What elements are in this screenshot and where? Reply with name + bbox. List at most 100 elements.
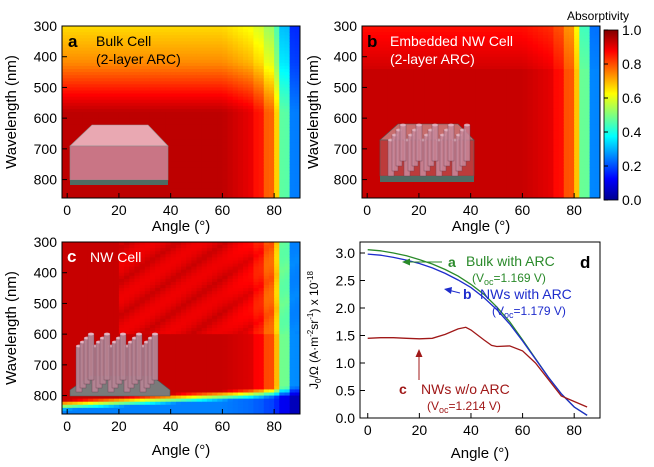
y-tick-label: 300 [334, 18, 358, 34]
bulk-cell-illustration-a [69, 124, 169, 185]
y-tick-label: 500 [334, 79, 358, 95]
x-tick-label: 0 [63, 202, 71, 218]
colorbar-ticks: 1.0 0.8 0.6 0.4 0.2 0.0 [604, 22, 642, 208]
axes-b: 0 20 40 60 80 300 400 500 600 700 800 [334, 18, 582, 218]
x-tick-label: 0 [364, 422, 372, 438]
x-tick-label: 60 [215, 202, 231, 218]
nanowire-top [464, 123, 470, 127]
colorbar: Absorptivity 1.0 0.8 0.6 0.4 0.2 0.0 [567, 9, 642, 208]
x-axis-label-b: Angle (°) [452, 218, 511, 235]
nanowire [431, 124, 439, 162]
nw-illustration-c [69, 332, 171, 397]
annotation-b: b NWs with ARC (Voc=1.179 V) [444, 286, 572, 320]
nanowire [399, 124, 407, 162]
y-tick-label: 400 [334, 49, 358, 65]
nanowire [119, 333, 127, 381]
panel-a: a Bulk Cell (2-layer ARC) 0 20 40 60 80 300 40… [3, 18, 301, 235]
axes-frame-b [361, 25, 601, 199]
nanowire-top [120, 332, 126, 336]
nanowire-top [88, 332, 94, 336]
y-tick-label: 2.0 [336, 300, 356, 316]
nanowire-top [416, 123, 422, 127]
series-name-b: NWs with ARC [480, 286, 572, 302]
y-tick-label: 1.0 [336, 355, 356, 371]
y-axis-label-b: Wavelength (nm) [305, 55, 322, 169]
x-axis-label-a: Angle (°) [152, 218, 211, 235]
series-tag-a: a [448, 254, 456, 270]
panel-label-d: d [580, 253, 590, 272]
x-tick-label: 0 [363, 202, 371, 218]
panel-c: c NW Cell 0 20 40 60 80 300 400 500 600 700 800 An… [3, 234, 301, 459]
x-tick-label: 80 [266, 202, 282, 218]
x-tick-label: 60 [215, 418, 231, 434]
axes-frame-a [61, 25, 301, 199]
y-tick-label: 0.5 [336, 383, 356, 399]
y-tick-label: 600 [34, 110, 58, 126]
panel-d: 0 20 40 60 80 0.0 0.5 1.0 1.5 2.0 2.5 3.0 d a Bulk … [306, 241, 601, 462]
x-tick-label: 40 [463, 202, 479, 218]
y-tick-label: 500 [34, 79, 58, 95]
panel-title-c: NW Cell [90, 249, 141, 265]
y-tick-label: 600 [34, 326, 58, 342]
embedded-nw-illustration-b [379, 123, 475, 182]
x-tick-label: 40 [163, 418, 179, 434]
y-tick-label: 600 [334, 110, 358, 126]
y-tick-label: 400 [34, 49, 58, 65]
x-tick-label: 80 [566, 422, 582, 438]
y-tick-label: 2.5 [336, 273, 356, 289]
series-name-c: NWs w/o ARC [421, 381, 510, 397]
series-name-a: Bulk with ARC [466, 253, 555, 269]
y-tick-label: 3.0 [336, 245, 356, 261]
colorbar-tick-label: 1.0 [622, 22, 642, 38]
x-tick-label: 20 [111, 202, 127, 218]
nanowire [463, 124, 471, 162]
x-axis-label-c: Angle (°) [152, 442, 211, 459]
panel-subtitle-b: (2-layer ARC) [390, 51, 475, 67]
axes-frame-c [61, 241, 301, 415]
series-line-b [367, 253, 588, 416]
colorbar-tick-label: 0.4 [622, 124, 642, 140]
nanowire [151, 333, 159, 381]
panel-subtitle-a: (2-layer ARC) [96, 51, 181, 67]
nanowire [447, 124, 455, 162]
y-tick-label: 500 [34, 295, 58, 311]
annotation-c: c NWs w/o ARC (Voc=1.214 V) [399, 349, 510, 415]
y-tick-label: 1.5 [336, 328, 356, 344]
panel-title-a: Bulk Cell [96, 33, 151, 49]
x-tick-label: 60 [515, 202, 531, 218]
nanowire-top [448, 123, 454, 127]
y-axis-label-a: Wavelength (nm) [3, 55, 20, 169]
axes-c: 0 20 40 60 80 300 400 500 600 700 800 [34, 234, 282, 434]
series-line-c [367, 326, 588, 408]
x-tick-label: 60 [515, 422, 531, 438]
panel-label-a: a [68, 32, 78, 51]
series-tag-c: c [399, 381, 407, 397]
colorbar-gradient [603, 29, 619, 201]
heatmap-a [62, 26, 300, 198]
y-axis-label-c: Wavelength (nm) [3, 271, 20, 385]
axes-d: 0 20 40 60 80 0.0 0.5 1.0 1.5 2.0 2.5 3.0 [336, 245, 583, 438]
panel-label-b: b [367, 32, 377, 51]
colorbar-tick-label: 0.6 [622, 90, 642, 106]
y-tick-label: 700 [334, 141, 358, 157]
x-tick-label: 40 [463, 422, 479, 438]
nanowire-top [400, 123, 406, 127]
colorbar-tick-label: 0.0 [622, 192, 642, 208]
annotation-a: a Bulk with ARC (Voc=1.169 V) [402, 253, 555, 287]
x-axis-label-d: Angle (°) [451, 445, 510, 462]
series-tag-b: b [463, 286, 472, 302]
y-tick-label: 300 [34, 18, 58, 34]
series-voc-c: (Voc=1.214 V) [427, 399, 501, 415]
y-tick-label: 400 [34, 265, 58, 281]
x-tick-label: 80 [266, 418, 282, 434]
x-tick-label: 0 [63, 418, 71, 434]
x-tick-label: 20 [111, 418, 127, 434]
nanowire-top [136, 332, 142, 336]
y-tick-label: 700 [34, 357, 58, 373]
x-tick-label: 80 [566, 202, 582, 218]
colorbar-title: Absorptivity [567, 9, 629, 23]
panel-title-b: Embedded NW Cell [390, 33, 513, 49]
y-tick-label: 300 [34, 234, 58, 250]
panel-label-c: c [67, 247, 76, 266]
